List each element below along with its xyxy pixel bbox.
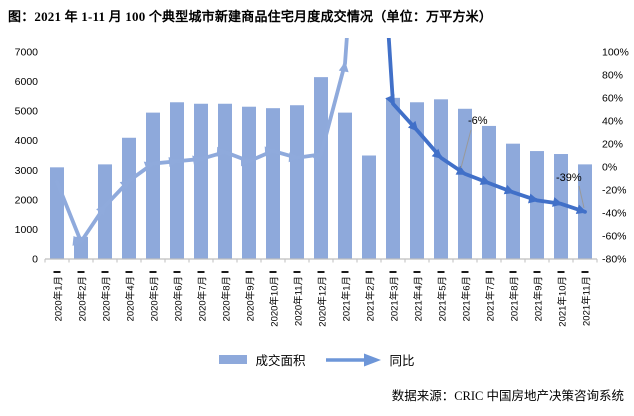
svg-text:1000: 1000 (15, 224, 39, 236)
svg-text:2020年2月: 2020年2月 (77, 276, 89, 321)
svg-text:0%: 0% (602, 162, 617, 174)
svg-text:2021年4月: 2021年4月 (413, 276, 425, 321)
chart-title: 图：2021 年 1-11 月 100 个典型城市新建商品住宅月度成交情况（单位… (8, 9, 493, 24)
svg-text:2021年1月: 2021年1月 (341, 276, 353, 321)
svg-text:2021年2月: 2021年2月 (365, 276, 377, 321)
svg-text:2021年11月: 2021年11月 (581, 276, 593, 326)
svg-text:2020年9月: 2020年9月 (245, 276, 257, 321)
svg-text:2021年8月: 2021年8月 (509, 276, 521, 321)
svg-text:6000: 6000 (15, 76, 39, 88)
svg-text:2021年6月: 2021年6月 (461, 276, 473, 321)
svg-text:-39%: -39% (556, 172, 582, 184)
svg-text:2020年11月: 2020年11月 (293, 276, 305, 326)
svg-text:2021年9月: 2021年9月 (533, 276, 545, 321)
svg-text:2020年5月: 2020年5月 (149, 276, 161, 321)
legend-bar-swatch (219, 355, 248, 364)
svg-text:2021年10月: 2021年10月 (557, 276, 569, 327)
svg-text:40%: 40% (602, 116, 623, 128)
legend-bar-label: 成交面积 (255, 354, 306, 368)
svg-text:-60%: -60% (602, 231, 627, 243)
svg-text:7000: 7000 (15, 47, 39, 59)
svg-text:2020年4月: 2020年4月 (125, 276, 137, 321)
svg-text:2020年6月: 2020年6月 (173, 276, 185, 321)
chart-area: 0 1000 2000 3000 4000 5000 6000 7000 100% 80% 60% 4… (0, 38, 634, 345)
svg-text:2000: 2000 (15, 194, 39, 206)
svg-text:2020年1月: 2020年1月 (53, 276, 65, 321)
svg-text:60%: 60% (602, 93, 623, 105)
svg-text:2021年7月: 2021年7月 (485, 276, 497, 321)
svg-text:2021年5月: 2021年5月 (437, 276, 449, 321)
svg-text:20%: 20% (602, 139, 623, 151)
svg-text:2020年12月: 2020年12月 (317, 276, 329, 327)
svg-text:3000: 3000 (15, 165, 39, 177)
svg-text:5000: 5000 (15, 106, 39, 118)
svg-text:-80%: -80% (602, 254, 627, 266)
svg-text:4000: 4000 (15, 135, 39, 147)
legend-line-label: 同比 (389, 354, 415, 368)
svg-text:2020年8月: 2020年8月 (221, 276, 233, 321)
chart-legend: 成交面积 同比 (0, 350, 634, 369)
svg-text:-40%: -40% (602, 208, 627, 220)
svg-text:2020年3月: 2020年3月 (101, 276, 113, 321)
data-source-note: 数据来源：CRIC 中国房地产决策咨询系统 (391, 389, 624, 403)
legend-arrow-icon (325, 353, 381, 366)
svg-text:2020年10月: 2020年10月 (269, 276, 281, 327)
svg-text:2020年7月: 2020年7月 (197, 276, 209, 321)
svg-text:2021年3月: 2021年3月 (389, 276, 401, 321)
svg-text:-20%: -20% (602, 185, 627, 197)
svg-text:-6%: -6% (468, 115, 488, 127)
svg-text:0: 0 (32, 254, 38, 266)
svg-text:100%: 100% (602, 47, 629, 59)
chart-svg: 0 1000 2000 3000 4000 5000 6000 7000 100% 80% 60% 4… (15, 38, 629, 327)
svg-text:80%: 80% (602, 70, 623, 82)
